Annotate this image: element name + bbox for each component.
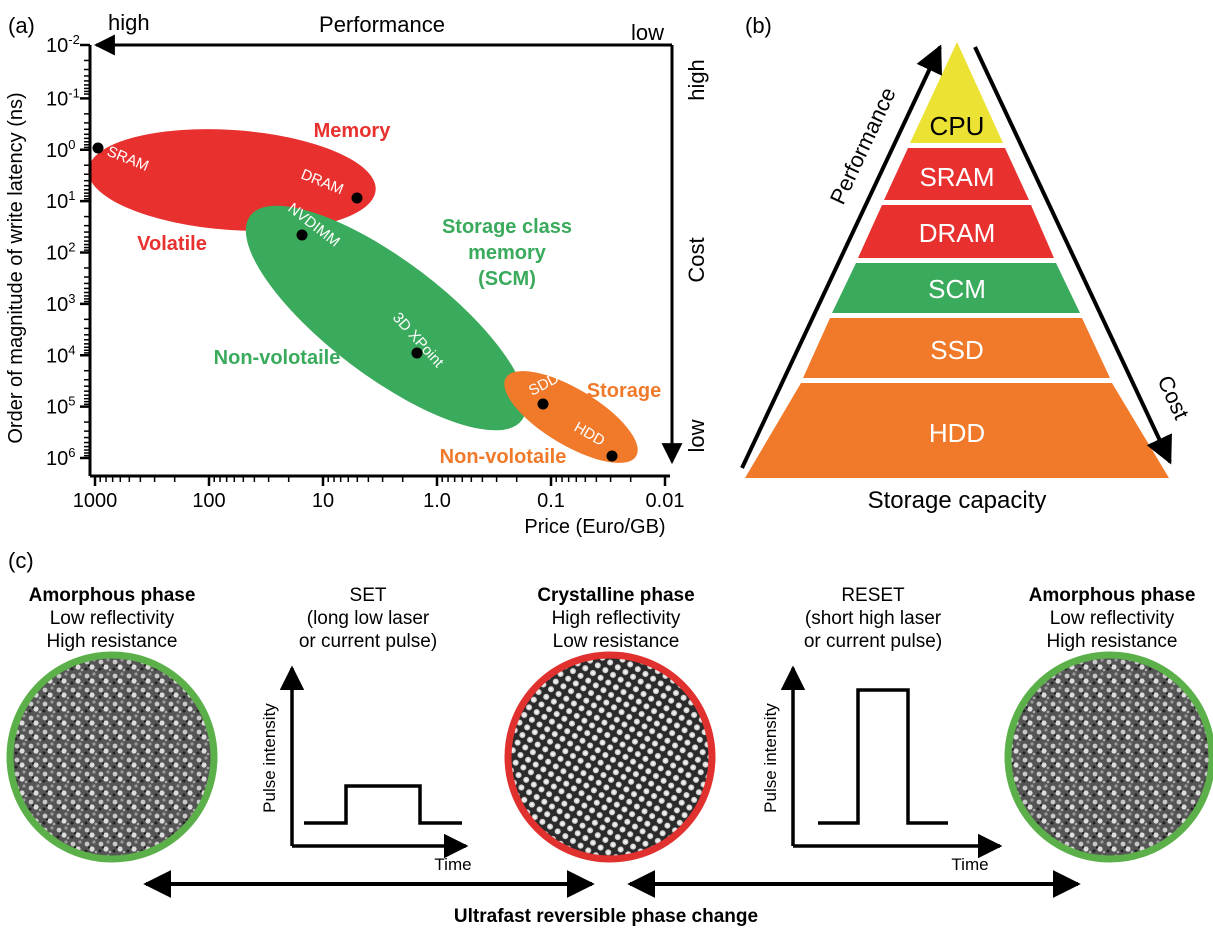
x-tick-label: 0.01 — [646, 490, 685, 512]
performance-low-label: low — [631, 20, 664, 45]
axis-ticks: 1000 100 10 1.0 0.1 0.01 10-2 10-1 100 101 102 103 1… — [46, 32, 684, 512]
amorphous-reflectivity-2: Low reflectivity — [1050, 608, 1175, 629]
performance-high-label: high — [108, 10, 150, 35]
dram-point — [351, 192, 363, 204]
y-tick-label: 101 — [46, 188, 75, 213]
amorphous-micrograph-1 — [6, 651, 218, 863]
amorphous-phase-title-2: Amorphous phase — [1029, 585, 1196, 606]
storage-region — [504, 371, 638, 463]
crystalline-phase-title: Crystalline phase — [537, 585, 694, 606]
crystalline-micrograph — [504, 651, 716, 863]
amorphous-resistance-2: High resistance — [1047, 631, 1178, 652]
scm-label-line1: Storage class — [442, 216, 572, 238]
pyramid-label-hdd: HDD — [929, 418, 985, 448]
y-tick-label: 103 — [46, 291, 75, 316]
pyramid-cost-arrow — [973, 46, 1172, 465]
reset-line1: (short high laser — [805, 608, 942, 629]
y-tick-label: 104 — [46, 342, 75, 367]
panel-b: (b) CPU SRAM DRAM SCM SSD HDD Performanc… — [740, 13, 1194, 514]
x-tick-label: 0.1 — [537, 490, 565, 512]
pyramid-cost-label: Cost — [1152, 372, 1194, 424]
pyramid-level-scm — [832, 263, 1080, 313]
storage-label: Storage — [587, 380, 661, 402]
pyramid-level-cpu — [910, 42, 1003, 143]
pyramid-label-cpu: CPU — [930, 111, 985, 141]
volatile-label: Volatile — [137, 233, 207, 255]
sdd-point — [537, 398, 549, 410]
panel-b-label: (b) — [745, 13, 772, 38]
pyramid-performance-arrow — [740, 44, 942, 469]
crystalline-reflectivity: High reflectivity — [552, 608, 681, 629]
set-line1: (long low laser — [307, 608, 430, 629]
reset-pulse-chart: Pulse intensity Time — [761, 665, 1003, 874]
pyramid-label-ssd: SSD — [930, 335, 983, 365]
y-tick-label: 106 — [46, 445, 75, 470]
scm-region — [245, 205, 527, 431]
y-tick-label: 105 — [46, 394, 75, 419]
amorphous-reflectivity-1: Low reflectivity — [50, 608, 175, 629]
reset-pulse-trace — [818, 688, 948, 825]
scm-label-line2: memory — [468, 242, 547, 264]
set-line2: or current pulse) — [299, 631, 437, 652]
reset-pulse-y-label: Pulse intensity — [761, 703, 780, 813]
panel-a: (a) high Performance low high Cost low O… — [5, 10, 709, 538]
set-title: SET — [350, 585, 387, 606]
storage-capacity-label: Storage capacity — [868, 487, 1047, 514]
panel-c: (c) Amorphous phase Low reflectivity Hig… — [6, 548, 1213, 927]
amorphous-micrograph-2 — [1004, 651, 1213, 863]
scm-nonvolatile-label: Non-volotaile — [214, 347, 341, 369]
set-pulse-trace — [304, 784, 462, 825]
y-axis-title: Order of magnitude of write latency (ns) — [5, 92, 27, 443]
set-pulse-chart: Pulse intensity Time — [260, 665, 472, 874]
amorphous-resistance-1: High resistance — [47, 631, 178, 652]
scm-label-line3: (SCM) — [478, 268, 536, 290]
pyramid-label-dram: DRAM — [919, 218, 996, 248]
sram-point — [92, 142, 104, 154]
x-axis-title: Price (Euro/GB) — [524, 516, 665, 538]
nvdimm-point — [296, 229, 308, 241]
y-tick-label: 10-1 — [46, 85, 80, 110]
pyramid-level-sram — [884, 148, 1029, 200]
cost-title: Cost — [684, 237, 709, 282]
x-tick-label: 1000 — [73, 490, 118, 512]
reset-pulse-x-label: Time — [951, 855, 988, 874]
phase-change-caption: Ultrafast reversible phase change — [454, 906, 758, 927]
x-tick-label: 1.0 — [423, 490, 451, 512]
pyramid-label-sram: SRAM — [919, 162, 994, 192]
crystalline-resistance: Low resistance — [553, 631, 680, 652]
reset-line2: or current pulse) — [804, 631, 942, 652]
amorphous-phase-title-1: Amorphous phase — [29, 585, 196, 606]
set-pulse-y-label: Pulse intensity — [260, 703, 279, 813]
performance-title: Performance — [319, 12, 445, 37]
xpoint-point — [411, 347, 423, 359]
y-tick-label: 100 — [46, 137, 75, 162]
set-pulse-x-label: Time — [434, 855, 471, 874]
pyramid-level-hdd — [745, 383, 1169, 478]
pyramid-level-dram — [858, 205, 1054, 258]
reset-title: RESET — [841, 585, 905, 606]
y-tick-label: 10-2 — [46, 32, 80, 57]
pyramid-label-scm: SCM — [928, 274, 986, 304]
x-tick-label: 10 — [312, 490, 334, 512]
hdd-point — [606, 450, 618, 462]
pyramid-level-ssd — [803, 318, 1110, 378]
panel-c-label: (c) — [8, 548, 34, 573]
cost-low-label: low — [684, 419, 709, 452]
cost-high-label: high — [684, 59, 709, 101]
y-tick-label: 102 — [46, 240, 75, 265]
storage-nonvolatile-label: Non-volotaile — [440, 446, 567, 468]
memory-label: Memory — [314, 120, 392, 142]
memory-region — [88, 129, 376, 231]
panel-a-label: (a) — [8, 13, 35, 38]
x-tick-label: 100 — [192, 490, 225, 512]
